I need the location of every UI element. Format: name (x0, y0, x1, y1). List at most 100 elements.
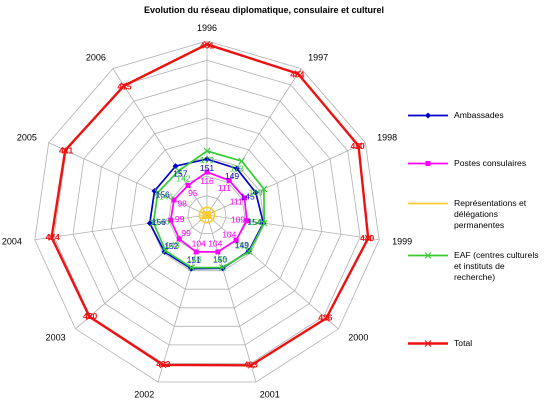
data-label-s4-2001: 423 (244, 359, 258, 369)
legend-swatch-4 (408, 340, 448, 347)
data-point-s0-1997 (233, 165, 240, 172)
category-label-2004: 2004 (2, 237, 22, 247)
data-label-s0-1997: 149 (225, 171, 239, 181)
data-label-s0-2004: 156 (152, 217, 166, 227)
grid-spoke (48, 142, 208, 216)
legend-swatch-1 (408, 161, 448, 166)
data-point-s3-1996 (203, 147, 211, 155)
data-label-s2-2006: 21 (203, 211, 213, 221)
data-label-s3-2006: 142 (176, 173, 190, 183)
data-labels: 1511491451541491501511521561561571161111… (46, 40, 375, 369)
data-label-s3-1999: 156 (248, 217, 262, 227)
data-label-s0-1996: 151 (200, 163, 214, 173)
data-label-s2-1997: 21 (202, 211, 212, 221)
data-label-s1-2005: 98 (177, 199, 187, 209)
data-point-s1-1998 (241, 195, 247, 201)
data-label-s3-2002: 148 (187, 254, 201, 264)
legend-label-0: Ambassades (454, 110, 504, 120)
data-point-s0-1996 (204, 156, 210, 163)
data-point-s0-2005 (151, 188, 158, 195)
data-label-s0-2001: 150 (213, 255, 227, 265)
category-label-1998: 1998 (377, 132, 397, 142)
legend-label-1: Postes consulaires (454, 158, 527, 168)
grid-ring (34, 40, 380, 383)
grid-ring (130, 137, 284, 290)
data-label-s3-2003: 148 (165, 240, 179, 250)
legend-swatch-3 (408, 252, 448, 259)
data-label-s4-2002: 422 (156, 359, 170, 369)
category-label-2000: 2000 (348, 333, 368, 343)
category-label-2001: 2001 (260, 389, 280, 399)
data-label-s0-1999: 154 (247, 217, 261, 227)
data-point-s0-1998 (252, 189, 259, 196)
grid-spoke (112, 68, 208, 216)
data-label-s4-2003: 420 (83, 311, 97, 321)
data-label-s4-2005: 421 (59, 146, 73, 156)
grid-ring (110, 117, 304, 309)
data-label-s1-2003: 99 (181, 228, 191, 238)
grid-ring (187, 195, 227, 235)
grid-ring (72, 79, 342, 346)
radar-grid (34, 40, 380, 383)
data-point-s3-1999 (260, 219, 268, 227)
data-label-s0-2003: 152 (164, 241, 178, 251)
data-point-s4-2000 (322, 314, 330, 322)
data-point-s1-1996 (204, 169, 210, 175)
data-label-s1-2004: 99 (175, 214, 185, 224)
data-label-s0-2006: 157 (173, 169, 187, 179)
category-label-1997: 1997 (308, 53, 328, 63)
data-label-s1-1998: 111 (230, 197, 243, 207)
data-point-s3-2005 (154, 189, 162, 196)
data-label-s0-2002: 151 (187, 255, 201, 265)
data-label-s1-2001: 104 (208, 238, 222, 248)
data-label-s1-1997: 111 (218, 183, 231, 193)
grid-spoke (206, 142, 366, 216)
category-label-2002: 2002 (134, 389, 154, 399)
data-label-s2-2004: 21 (203, 210, 213, 220)
data-label-s4-1996: 461 (200, 40, 214, 50)
legend-item-1: Postes consulaires (406, 158, 546, 169)
data-label-s4-1997: 454 (290, 69, 304, 79)
data-label-s1-2002: 104 (192, 238, 206, 248)
data-point-s3-2003 (162, 247, 169, 255)
legend-swatch-0 (408, 112, 448, 119)
legend-label-2: Représentations et délégations permanent… (454, 198, 527, 230)
data-point-s1-2003 (176, 236, 182, 242)
data-label-s4-2000: 426 (318, 313, 332, 323)
series-line-4 (50, 43, 370, 367)
data-point-s1-2006 (185, 182, 191, 188)
category-label-1996: 1996 (197, 23, 217, 33)
category-label-2005: 2005 (17, 132, 37, 142)
grid-spoke (75, 214, 208, 330)
category-label-2003: 2003 (46, 333, 66, 343)
data-label-s2-1999: 21 (201, 210, 211, 220)
grid-ring (91, 98, 323, 327)
data-label-s1-2000: 104 (222, 229, 236, 239)
series-line-3 (152, 150, 266, 269)
chart-title: Evolution du réseau diplomatique, consul… (144, 5, 384, 15)
data-point-s4-2006 (120, 82, 128, 90)
grid-spoke (206, 214, 380, 241)
data-point-s1-2002 (193, 249, 199, 255)
data-label-s3-2001: 148 (213, 254, 227, 264)
data-point-s3-2004 (150, 219, 157, 227)
data-label-s0-2005: 156 (156, 190, 170, 200)
data-label-s2-1998: 21 (201, 211, 211, 221)
data-label-s4-1998: 450 (351, 141, 365, 151)
data-label-s3-1997: 173 (230, 164, 244, 174)
data-point-s3-2006 (175, 167, 182, 175)
data-point-s1-2005 (171, 197, 177, 203)
data-point-s4-1999 (364, 234, 372, 242)
data-point-s4-1997 (294, 70, 302, 77)
data-point-s1-1999 (244, 218, 250, 224)
data-point-s1-2000 (233, 237, 239, 243)
legend-label-4: Total (454, 338, 473, 348)
data-point-s1-1997 (226, 177, 232, 183)
data-point-s3-2001 (219, 264, 226, 271)
data-label-s3-1998: 169 (249, 188, 263, 198)
grid-spoke (206, 68, 302, 216)
data-label-s3-2000: 151 (235, 241, 249, 251)
grid-spoke (157, 214, 208, 383)
data-point-s4-2001 (247, 361, 255, 369)
data-label-s2-2003: 21 (203, 209, 213, 219)
